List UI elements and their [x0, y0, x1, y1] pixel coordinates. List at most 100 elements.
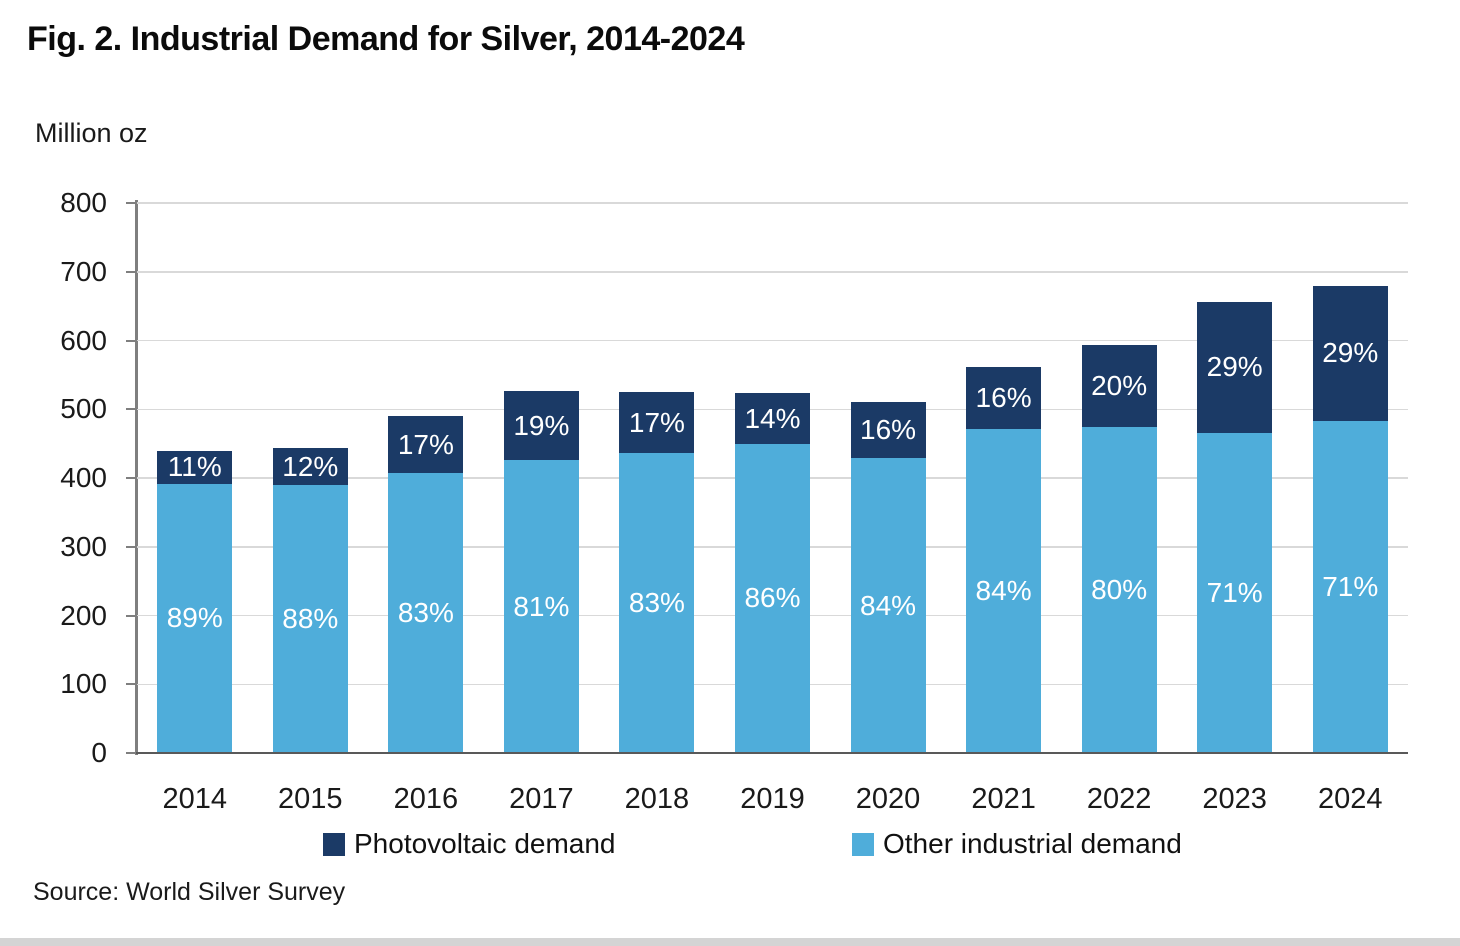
bar-percent-label: 89%: [166, 602, 223, 634]
gridline: [137, 339, 1408, 342]
y-tick-label: 700: [60, 255, 107, 287]
y-tick-label: 500: [60, 393, 107, 425]
x-tick-label: 2018: [624, 783, 690, 815]
gridline: [137, 271, 1408, 273]
y-tick: [126, 477, 136, 479]
bar-segment-photovoltaic: 29%: [1312, 285, 1388, 421]
bar-slot: 19% 81%: [484, 203, 600, 753]
bar-slot: 17% 83%: [368, 203, 484, 753]
bar-percent-label: 84%: [860, 589, 917, 621]
y-tick: [126, 545, 136, 548]
legend: Photovoltaic demand Other industrial dema…: [0, 828, 1460, 862]
bar-percent-label: 84%: [975, 575, 1032, 607]
bar-segment-other-industrial: 71%: [1197, 432, 1273, 753]
x-axis-line: [136, 751, 1408, 754]
bar-percent-label: 11%: [167, 451, 222, 482]
bar: 12% 88%: [272, 448, 348, 753]
bar-slot: 16% 84%: [946, 203, 1062, 753]
gridline: [137, 202, 1408, 204]
bar: 14% 86%: [734, 393, 810, 753]
bar-percent-label: 16%: [860, 413, 917, 445]
legend-swatch-other-industrial: [852, 832, 874, 856]
x-tick-label: 2022: [1086, 783, 1152, 815]
bottom-divider: [0, 938, 1460, 946]
bar-percent-label: 12%: [282, 450, 339, 482]
y-axis-unit-label: Million oz: [35, 118, 148, 148]
bar-segment-other-industrial: 84%: [966, 429, 1042, 753]
bar: 19% 81%: [503, 391, 579, 753]
bar-percent-label: 88%: [282, 602, 339, 634]
y-tick-label: 200: [60, 599, 107, 631]
y-tick-label: 300: [60, 530, 107, 562]
bar-segment-photovoltaic: 12%: [272, 448, 348, 485]
bar: 17% 83%: [619, 392, 695, 753]
legend-item: Other industrial demand: [852, 828, 1182, 860]
y-tick: [126, 270, 136, 273]
bar-percent-label: 14%: [744, 402, 801, 434]
y-tick-label: 0: [91, 737, 107, 768]
bar-percent-label: 83%: [628, 587, 685, 619]
bar-segment-photovoltaic: 17%: [388, 416, 464, 474]
bar-segment-other-industrial: 80%: [1081, 427, 1157, 753]
chart-title: Fig. 2. Industrial Demand for Silver, 20…: [27, 20, 745, 58]
legend-label: Other industrial demand: [883, 828, 1182, 859]
x-tick-label: 2023: [1202, 783, 1267, 815]
bar-percent-label: 29%: [1206, 351, 1263, 383]
bar-percent-label: 83%: [397, 597, 454, 629]
bar: 29% 71%: [1312, 285, 1388, 753]
bar-segment-photovoltaic: 16%: [966, 367, 1042, 430]
bar-segment-photovoltaic: 19%: [503, 391, 579, 461]
bar: 16% 84%: [850, 401, 926, 753]
bar-percent-label: 86%: [744, 582, 801, 614]
bar-segment-other-industrial: 83%: [388, 473, 464, 753]
bar-percent-label: 29%: [1322, 337, 1379, 369]
x-tick-label: 2017: [509, 783, 574, 815]
bar-percent-label: 19%: [513, 409, 570, 441]
source-note: Source: World Silver Survey: [33, 878, 346, 906]
bar: 17% 83%: [388, 416, 464, 753]
legend-label: Photovoltaic demand: [354, 828, 616, 859]
bar-percent-label: 71%: [1322, 570, 1379, 602]
bar-slot: 20% 80%: [1061, 203, 1177, 753]
x-tick-label: 2021: [971, 783, 1036, 815]
bar-slot: 17% 83%: [599, 203, 715, 753]
y-tick-label: 600: [60, 324, 107, 356]
plot-area: 11% 89% 12% 88% 17% 83% 19% 81% 17% 83% 14% 86% 16% 8…: [137, 202, 1408, 753]
x-tick-label: 2014: [162, 783, 228, 815]
y-tick: [126, 339, 136, 342]
bar: 20% 80%: [1081, 345, 1157, 753]
x-tick-label: 2016: [393, 783, 459, 815]
bar-segment-photovoltaic: 20%: [1081, 345, 1157, 428]
bar-percent-label: 16%: [975, 382, 1032, 414]
bar-percent-label: 17%: [628, 406, 685, 438]
bar-slot: 14% 86%: [715, 203, 831, 753]
bar-slot: 29% 71%: [1177, 203, 1293, 753]
y-tick: [126, 614, 136, 617]
bar: 29% 71%: [1197, 302, 1273, 753]
bar-slot: 29% 71%: [1292, 203, 1408, 753]
bar-segment-other-industrial: 83%: [619, 453, 695, 753]
bar-slot: 12% 88%: [253, 203, 369, 753]
bar-percent-label: 80%: [1091, 574, 1148, 606]
x-tick-label: 2024: [1317, 783, 1383, 815]
y-tick-label: 400: [60, 462, 107, 493]
bar: 11% 89%: [157, 450, 233, 753]
y-tick-label: 100: [60, 668, 107, 700]
y-tick: [126, 202, 136, 204]
bar-percent-label: 17%: [397, 428, 454, 460]
bar-slot: 11% 89%: [137, 203, 253, 753]
bar-segment-photovoltaic: 29%: [1197, 302, 1273, 433]
y-axis-line: [135, 200, 138, 755]
x-tick-label: 2020: [855, 783, 921, 815]
bar-percent-label: 20%: [1091, 370, 1148, 402]
bar-percent-label: 81%: [513, 590, 570, 622]
y-tick: [126, 408, 136, 411]
x-tick-label: 2015: [278, 783, 343, 815]
bar-segment-photovoltaic: 16%: [850, 401, 926, 459]
bar-segment-other-industrial: 89%: [157, 483, 233, 753]
bar-segment-other-industrial: 71%: [1312, 420, 1388, 753]
bar-segment-photovoltaic: 14%: [734, 393, 810, 444]
bar-segment-other-industrial: 86%: [734, 443, 810, 753]
bar: 16% 84%: [966, 367, 1042, 753]
bar-segment-photovoltaic: 17%: [619, 392, 695, 454]
